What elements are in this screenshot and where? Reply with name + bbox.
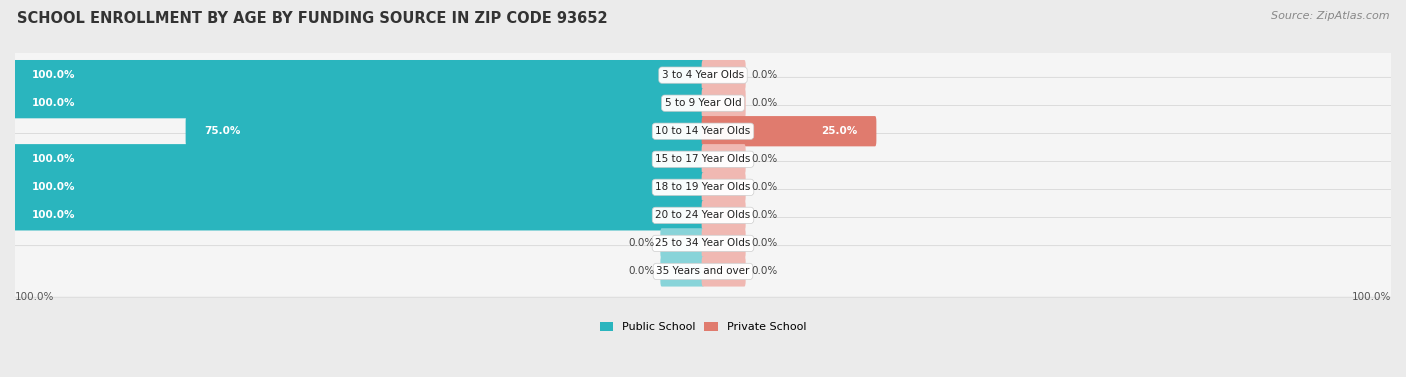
FancyBboxPatch shape (11, 133, 1395, 185)
Text: 5 to 9 Year Old: 5 to 9 Year Old (665, 98, 741, 108)
Text: 10 to 14 Year Olds: 10 to 14 Year Olds (655, 126, 751, 136)
Text: SCHOOL ENROLLMENT BY AGE BY FUNDING SOURCE IN ZIP CODE 93652: SCHOOL ENROLLMENT BY AGE BY FUNDING SOUR… (17, 11, 607, 26)
Text: 0.0%: 0.0% (751, 238, 778, 248)
Text: 0.0%: 0.0% (628, 238, 655, 248)
Text: 100.0%: 100.0% (32, 154, 76, 164)
Text: 25 to 34 Year Olds: 25 to 34 Year Olds (655, 238, 751, 248)
Text: 0.0%: 0.0% (751, 154, 778, 164)
Text: 75.0%: 75.0% (204, 126, 240, 136)
Text: 3 to 4 Year Olds: 3 to 4 Year Olds (662, 70, 744, 80)
FancyBboxPatch shape (702, 144, 745, 175)
Text: 100.0%: 100.0% (32, 70, 76, 80)
FancyBboxPatch shape (11, 218, 1395, 269)
FancyBboxPatch shape (702, 116, 876, 146)
FancyBboxPatch shape (14, 172, 704, 202)
Text: Source: ZipAtlas.com: Source: ZipAtlas.com (1271, 11, 1389, 21)
FancyBboxPatch shape (14, 88, 704, 118)
FancyBboxPatch shape (14, 60, 704, 90)
Text: 0.0%: 0.0% (751, 182, 778, 192)
FancyBboxPatch shape (11, 49, 1395, 101)
Text: 18 to 19 Year Olds: 18 to 19 Year Olds (655, 182, 751, 192)
FancyBboxPatch shape (702, 200, 745, 230)
FancyBboxPatch shape (11, 190, 1395, 241)
FancyBboxPatch shape (702, 256, 745, 287)
FancyBboxPatch shape (702, 88, 745, 118)
FancyBboxPatch shape (702, 172, 745, 202)
FancyBboxPatch shape (14, 200, 704, 230)
Text: 0.0%: 0.0% (628, 267, 655, 276)
FancyBboxPatch shape (702, 60, 745, 90)
Text: 0.0%: 0.0% (751, 210, 778, 220)
FancyBboxPatch shape (702, 228, 745, 259)
FancyBboxPatch shape (661, 256, 704, 287)
Text: 15 to 17 Year Olds: 15 to 17 Year Olds (655, 154, 751, 164)
Text: 25.0%: 25.0% (821, 126, 858, 136)
Text: 100.0%: 100.0% (32, 210, 76, 220)
FancyBboxPatch shape (11, 161, 1395, 213)
FancyBboxPatch shape (186, 116, 704, 146)
Text: 0.0%: 0.0% (751, 70, 778, 80)
Text: 100.0%: 100.0% (32, 182, 76, 192)
FancyBboxPatch shape (661, 228, 704, 259)
Text: 100.0%: 100.0% (1351, 292, 1391, 302)
Text: 0.0%: 0.0% (751, 267, 778, 276)
FancyBboxPatch shape (14, 144, 704, 175)
Text: 20 to 24 Year Olds: 20 to 24 Year Olds (655, 210, 751, 220)
Text: 100.0%: 100.0% (32, 98, 76, 108)
Legend: Public School, Private School: Public School, Private School (595, 317, 811, 337)
FancyBboxPatch shape (11, 77, 1395, 129)
Text: 0.0%: 0.0% (751, 98, 778, 108)
FancyBboxPatch shape (11, 106, 1395, 157)
Text: 35 Years and over: 35 Years and over (657, 267, 749, 276)
FancyBboxPatch shape (11, 246, 1395, 297)
Text: 100.0%: 100.0% (15, 292, 55, 302)
